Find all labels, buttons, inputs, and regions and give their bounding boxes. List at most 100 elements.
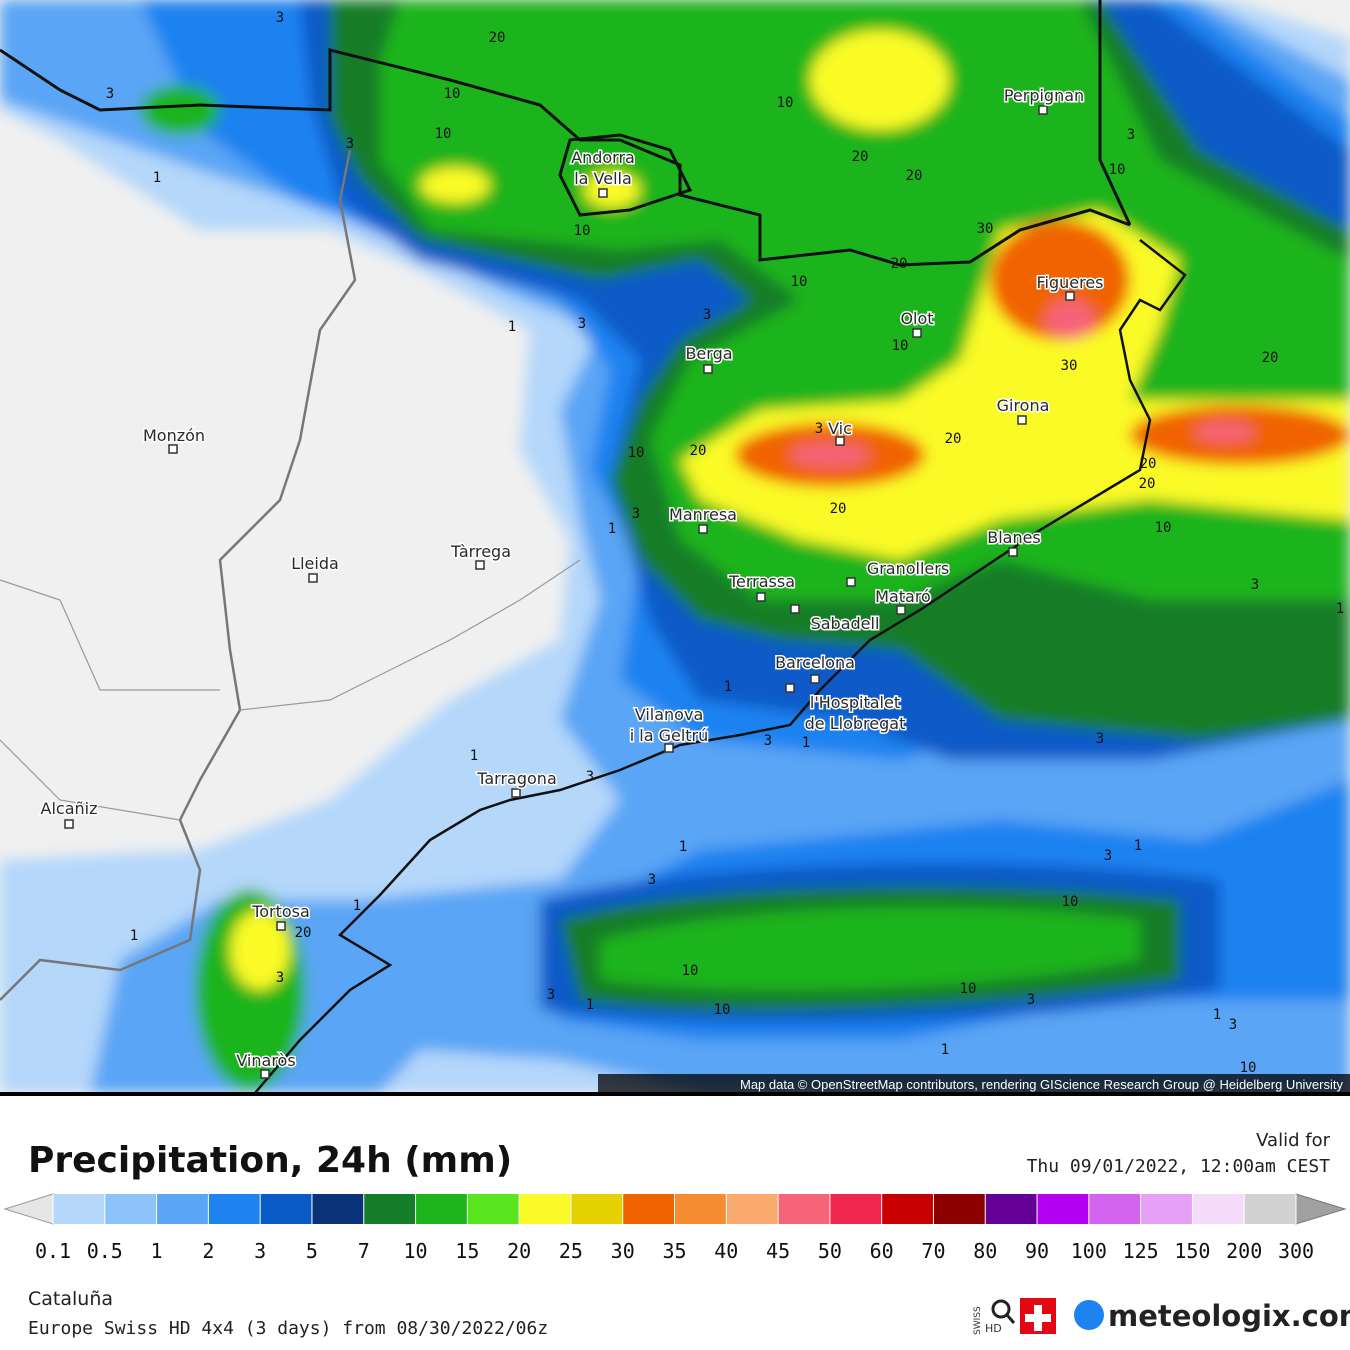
legend-box bbox=[1037, 1194, 1090, 1224]
legend: 0.1 0.5 1 2 3 5 7 10 15 20 25 30 35 40 45 50 60 70 80 90 100… bbox=[3, 1193, 1347, 1263]
city-label: Vic bbox=[828, 419, 852, 438]
legend-box bbox=[208, 1194, 261, 1224]
swiss-cross bbox=[1025, 1305, 1051, 1331]
city-marker bbox=[835, 436, 845, 446]
contour-label: 3 bbox=[346, 136, 354, 152]
valid-label: Valid for bbox=[1256, 1130, 1330, 1151]
contour-label: 10 bbox=[1062, 894, 1079, 910]
legend-over bbox=[1295, 1193, 1347, 1225]
contour-label: 20 bbox=[1262, 350, 1279, 366]
contour-label: 1 bbox=[679, 839, 687, 855]
legend-tick-label: 2 bbox=[202, 1239, 214, 1263]
contour-label: 1 bbox=[1213, 1007, 1221, 1023]
contour-label: 3 bbox=[106, 86, 114, 102]
city-label: Olot bbox=[900, 309, 933, 328]
city-marker bbox=[1017, 415, 1027, 425]
contour-label: 3 bbox=[632, 506, 640, 522]
legend-tick-label: 80 bbox=[973, 1239, 997, 1263]
city-marker bbox=[168, 444, 178, 454]
city-label: Blanes bbox=[987, 528, 1041, 547]
legend-tick-label: 35 bbox=[662, 1239, 686, 1263]
contour-label: 30 bbox=[1061, 358, 1078, 374]
contour-label: 1 bbox=[586, 997, 594, 1013]
contour-label: 10 bbox=[628, 445, 645, 461]
city-label: Tàrrega bbox=[450, 542, 511, 561]
contour-label: 20 bbox=[830, 501, 847, 517]
legend-box bbox=[1244, 1194, 1297, 1224]
contour-label: 3 bbox=[815, 421, 823, 437]
legend-box bbox=[415, 1194, 468, 1224]
city-marker bbox=[790, 604, 800, 614]
city-marker bbox=[260, 1069, 270, 1079]
city-marker bbox=[1008, 547, 1018, 557]
country-border bbox=[0, 0, 1132, 267]
contour-label: 1 bbox=[508, 319, 516, 335]
contour-label: 3 bbox=[578, 316, 586, 332]
city-marker bbox=[276, 921, 286, 931]
contour-label: 3 bbox=[764, 733, 772, 749]
legend-box bbox=[726, 1194, 779, 1224]
city-marker bbox=[698, 524, 708, 534]
region: Cataluña bbox=[28, 1288, 113, 1310]
contour-label: 20 bbox=[489, 30, 506, 46]
coastline bbox=[254, 239, 1187, 1093]
contour-label: 3 bbox=[1104, 848, 1112, 864]
legend-box bbox=[622, 1194, 675, 1224]
city-label: Tarragona bbox=[476, 769, 557, 788]
city-label: Monzón bbox=[143, 426, 205, 445]
footer-title: Precipitation, 24h (mm) bbox=[28, 1140, 512, 1181]
legend-tick-label: 0.1 bbox=[35, 1239, 71, 1263]
city-label: Terrassa bbox=[728, 572, 795, 591]
legend-tick-label: 7 bbox=[358, 1239, 370, 1263]
city-label: Mataró bbox=[875, 587, 931, 606]
swiss-label: SWISS bbox=[973, 1306, 983, 1335]
search-icon-handle bbox=[1005, 1314, 1016, 1324]
legend-tick-label: 0.5 bbox=[87, 1239, 123, 1263]
contour-label: 20 bbox=[1139, 476, 1156, 492]
city-label: Tortosa bbox=[251, 902, 310, 921]
legend-box bbox=[1140, 1194, 1193, 1224]
legend-box bbox=[104, 1194, 158, 1224]
legend-box bbox=[1192, 1194, 1245, 1224]
contour-label: 20 bbox=[945, 431, 962, 447]
legend-box bbox=[311, 1194, 365, 1224]
legend-tick-label: 5 bbox=[306, 1239, 318, 1263]
city-label: Berga bbox=[685, 344, 732, 363]
legend-tick-label: 1 bbox=[151, 1239, 163, 1263]
legend-tick-label: 40 bbox=[714, 1239, 738, 1263]
city-marker bbox=[598, 188, 608, 198]
legend-tick-label: 125 bbox=[1123, 1239, 1159, 1263]
contour-label: 10 bbox=[444, 86, 461, 102]
city-marker bbox=[810, 674, 820, 684]
contour-label: 1 bbox=[1336, 601, 1344, 617]
legend-tick-label: 10 bbox=[403, 1239, 427, 1263]
city-label: Vinaròs bbox=[236, 1051, 295, 1070]
contour-label: 1 bbox=[941, 1042, 949, 1058]
city-label: Granollers bbox=[867, 559, 949, 578]
legend-box bbox=[881, 1194, 934, 1224]
contour-label: 10 bbox=[1109, 162, 1126, 178]
legend-tick-label: 60 bbox=[870, 1239, 894, 1263]
city-label: l'Hospitalet bbox=[810, 693, 900, 712]
contour-label: 3 bbox=[547, 987, 555, 1003]
contour-label: 10 bbox=[960, 981, 977, 997]
contour-label: 3 bbox=[648, 872, 656, 888]
contour-label: 20 bbox=[852, 149, 869, 165]
contour-label: 3 bbox=[276, 970, 284, 986]
legend-box bbox=[829, 1194, 883, 1224]
legend-tick-label: 30 bbox=[611, 1239, 635, 1263]
legend-tick-label: 50 bbox=[818, 1239, 842, 1263]
city-labels: Perpignan Andorra la Vella Figueres Olot Berg… bbox=[39, 85, 1105, 1079]
contour-label: 3 bbox=[1127, 127, 1135, 143]
brand-globe bbox=[1074, 1300, 1104, 1330]
contour-label: 1 bbox=[608, 521, 616, 537]
legend-box bbox=[53, 1194, 106, 1224]
attribution: Map data © OpenStreetMap contributors, r… bbox=[740, 1077, 1344, 1092]
contour-label: 20 bbox=[891, 256, 908, 272]
legend-box bbox=[519, 1194, 572, 1224]
legend-box bbox=[778, 1194, 831, 1224]
contour-label: 3 bbox=[1251, 577, 1259, 593]
hd-label: HD bbox=[985, 1322, 1002, 1335]
city-label: Vilanova bbox=[635, 705, 704, 724]
